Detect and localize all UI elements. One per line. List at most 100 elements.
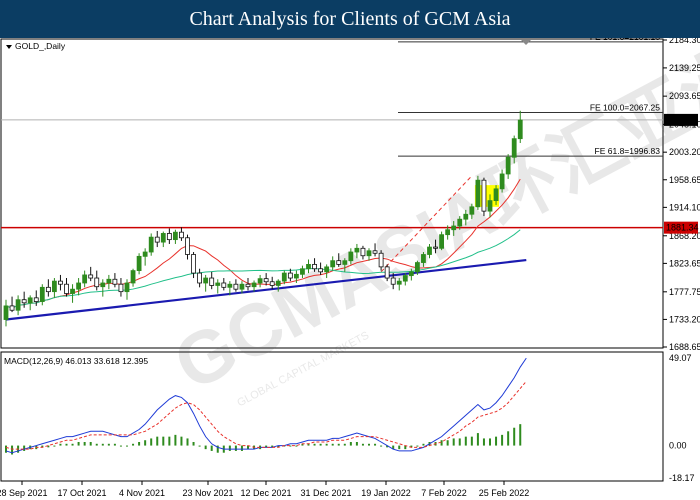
candle-body bbox=[172, 231, 178, 241]
candle-body bbox=[209, 277, 215, 286]
macd-histogram-bar bbox=[513, 427, 516, 446]
candle-body bbox=[366, 250, 372, 257]
candle-body bbox=[433, 246, 438, 249]
macd-histogram-bar bbox=[247, 445, 249, 450]
candle-body bbox=[281, 272, 287, 282]
fib-level-label: FE 100.0=2067.25 bbox=[590, 102, 660, 112]
macd-label: MACD(12,26,9) 46.013 33.618 12.395 bbox=[4, 356, 148, 366]
candle-body bbox=[511, 138, 517, 158]
candle-body bbox=[475, 179, 481, 208]
candle-body bbox=[70, 288, 75, 294]
x-tick-label: 7 Feb 2022 bbox=[421, 488, 467, 498]
candle-body bbox=[517, 119, 523, 140]
macd-histogram-bar bbox=[107, 443, 110, 446]
candle-body bbox=[15, 299, 21, 311]
x-tick-label: 12 Dec 2021 bbox=[240, 488, 291, 498]
macd-histogram-bar bbox=[83, 442, 86, 446]
fib-level-label: FE 61.8=1996.83 bbox=[595, 146, 661, 156]
macd-histogram-bar bbox=[186, 438, 189, 446]
x-tick-label: 17 Oct 2021 bbox=[57, 488, 106, 498]
candle-body bbox=[269, 281, 275, 286]
candle-body bbox=[354, 247, 360, 253]
overlays: FE 161.8=2181.18 FE 100.0=2067.25 FE 61.8=… bbox=[1, 38, 663, 321]
candle-body bbox=[342, 260, 348, 265]
candle-body bbox=[45, 286, 51, 293]
candle-body bbox=[505, 156, 511, 175]
macd-histogram-bar bbox=[416, 445, 419, 447]
x-axis: 28 Sep 2021 17 Oct 2021 4 Nov 2021 23 Nov 2… bbox=[0, 481, 529, 498]
chart-shift-arrow-icon[interactable] bbox=[521, 40, 531, 45]
candle-body bbox=[203, 277, 209, 284]
macd-histogram-bar bbox=[313, 443, 316, 446]
candle-body bbox=[39, 286, 45, 302]
candle-body bbox=[312, 264, 317, 270]
candle-body bbox=[451, 225, 457, 231]
macd-histogram-bar bbox=[392, 445, 395, 450]
candle-body bbox=[124, 282, 130, 293]
y-tick-label: 1777.75 bbox=[669, 287, 700, 297]
macd-histogram-bar bbox=[113, 443, 116, 446]
macd-histogram-bar bbox=[446, 440, 449, 446]
macd-histogram-bar bbox=[162, 436, 165, 446]
macd-histogram-bar bbox=[89, 442, 92, 446]
macd-panel: 49.07 0.00 -18.17 bbox=[5, 353, 695, 483]
y-tick-label: 1733.20 bbox=[669, 314, 700, 324]
x-tick-label: 28 Sep 2021 bbox=[0, 488, 48, 498]
candle-body bbox=[136, 255, 142, 271]
candle-body bbox=[9, 305, 15, 311]
candle-body bbox=[58, 280, 63, 285]
candle-body bbox=[257, 278, 263, 284]
candle-body bbox=[463, 213, 469, 220]
candle-body bbox=[160, 233, 166, 243]
macd-histogram-bar bbox=[410, 445, 413, 448]
dashed-channel-line bbox=[380, 175, 473, 273]
candle-body bbox=[396, 280, 402, 285]
candle-body bbox=[427, 246, 432, 255]
candle-body bbox=[106, 278, 112, 284]
macd-histogram-bar bbox=[277, 445, 280, 448]
macd-histogram-bar bbox=[295, 445, 298, 447]
macd-histogram-bar bbox=[77, 442, 80, 446]
macd-histogram-bar bbox=[65, 443, 68, 446]
support-price-tag bbox=[664, 221, 698, 234]
y-tick-label: 1688.65 bbox=[669, 342, 700, 352]
macd-histogram-bar bbox=[210, 445, 213, 451]
candle-body bbox=[481, 179, 487, 212]
candle-body bbox=[112, 278, 118, 285]
macd-histogram-bar bbox=[156, 436, 159, 446]
macd-histogram-bar bbox=[464, 436, 467, 446]
candle-body bbox=[118, 283, 124, 293]
candles bbox=[3, 110, 523, 327]
macd-histogram-bar bbox=[144, 440, 147, 446]
candle-body bbox=[233, 283, 239, 290]
macd-histogram-bar bbox=[271, 445, 274, 448]
uptrend-line bbox=[5, 258, 527, 321]
macd-histogram-bar bbox=[501, 434, 504, 446]
macd-y-tick-label: -18.17 bbox=[669, 473, 695, 483]
dropdown-triangle-icon[interactable] bbox=[6, 45, 12, 49]
macd-histogram-bar bbox=[265, 445, 268, 448]
candle-body bbox=[348, 251, 354, 262]
candle-body bbox=[166, 233, 172, 241]
y-tick-label: 1958.65 bbox=[669, 175, 700, 185]
y-tick-label: 2184.30 bbox=[669, 38, 700, 45]
candle-body bbox=[64, 283, 69, 294]
macd-histogram-bar bbox=[349, 442, 352, 446]
candle-body bbox=[414, 262, 420, 273]
macd-histogram-bar bbox=[404, 445, 407, 450]
chart-header-bar: Chart Analysis for Clients of GCM Asia bbox=[0, 0, 700, 38]
macd-histogram-bar bbox=[374, 443, 377, 446]
candle-body bbox=[287, 272, 293, 279]
macd-histogram-bar bbox=[495, 436, 498, 446]
macd-histogram-bar bbox=[47, 445, 50, 448]
candle-body bbox=[372, 250, 378, 254]
candle-body bbox=[487, 200, 493, 212]
macd-histogram-bar bbox=[343, 443, 346, 446]
candle-body bbox=[191, 254, 196, 274]
macd-histogram-bar bbox=[489, 438, 491, 446]
x-tick-label: 25 Feb 2022 bbox=[479, 488, 530, 498]
macd-histogram-bar bbox=[53, 445, 56, 447]
y-tick-label: 1914.10 bbox=[669, 202, 700, 212]
macd-histogram-bar bbox=[470, 436, 473, 446]
candle-body bbox=[148, 236, 154, 253]
